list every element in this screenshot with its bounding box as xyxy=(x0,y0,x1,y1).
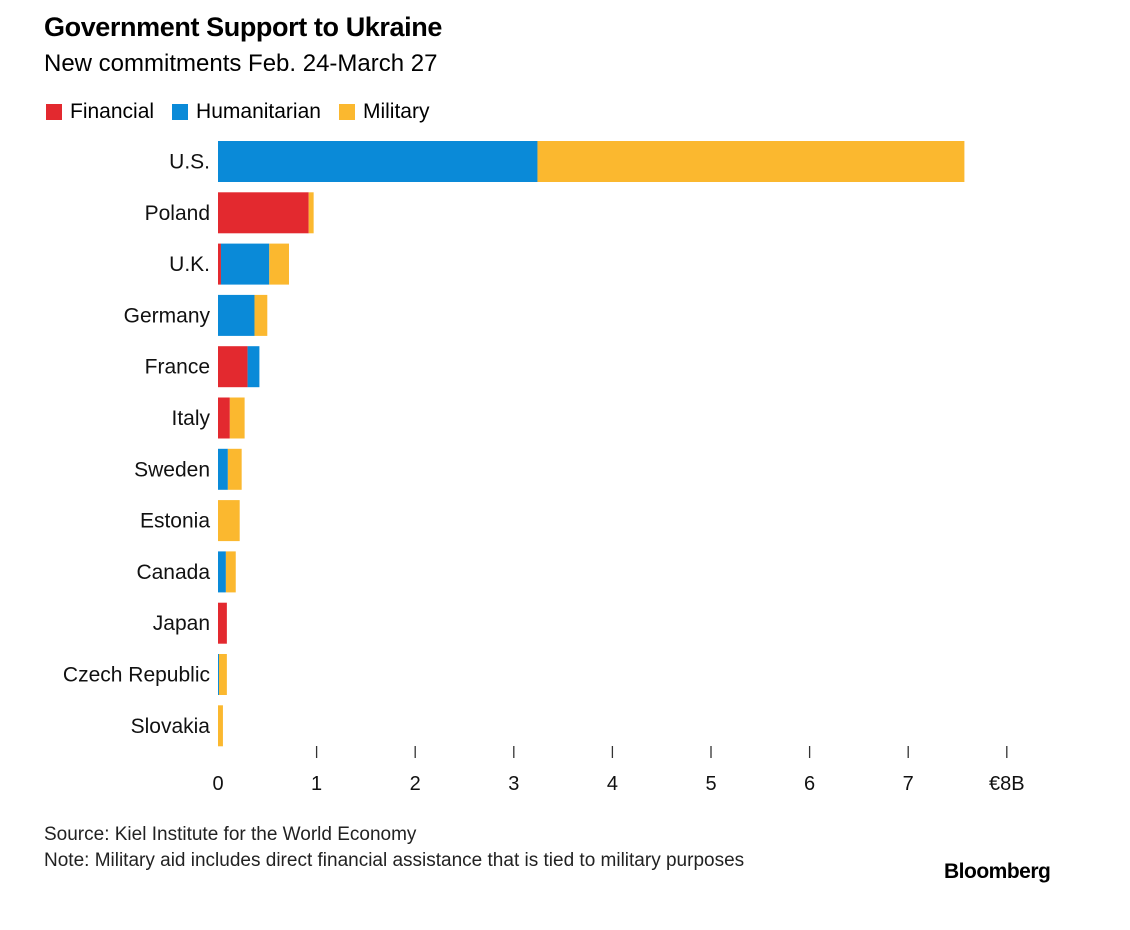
bar-u-s-military xyxy=(537,141,965,182)
bar-sweden-humanitarian xyxy=(218,448,228,490)
legend-label-humanitarian: Humanitarian xyxy=(196,100,321,123)
bar-poland-military xyxy=(308,192,314,234)
legend-item-humanitarian: Humanitarian xyxy=(172,100,321,124)
x-tick-label-1: 1 xyxy=(311,773,322,795)
bar-canada-military xyxy=(225,551,236,593)
category-label-italy: Italy xyxy=(171,407,210,430)
legend-label-financial: Financial xyxy=(70,100,155,123)
category-label-canada: Canada xyxy=(136,561,210,584)
legend-item-financial: Financial xyxy=(46,100,154,124)
category-label-poland: Poland xyxy=(145,202,210,225)
category-label-sweden: Sweden xyxy=(134,458,210,481)
bar-slovakia-military xyxy=(218,705,223,747)
legend-label-military: Military xyxy=(362,100,430,123)
category-label-estonia: Estonia xyxy=(140,510,210,533)
x-tick-label-0: 0 xyxy=(212,773,223,795)
x-tick-label-2: 2 xyxy=(410,773,421,795)
x-tick-label-3: 3 xyxy=(508,773,519,795)
bar-u-k-financial xyxy=(218,243,221,285)
bar-u-k-humanitarian xyxy=(220,243,270,285)
category-label-slovakia: Slovakia xyxy=(131,715,211,738)
legend: Financial Humanitarian Military xyxy=(46,100,447,124)
x-tick-label-8: €8B xyxy=(989,773,1025,795)
legend-swatch-humanitarian xyxy=(172,104,189,120)
bloomberg-logo: Bloomberg xyxy=(944,860,1051,883)
chart-subtitle: New commitments Feb. 24-March 27 xyxy=(44,50,438,77)
bar-poland-financial xyxy=(218,192,309,234)
source-note: Source: Kiel Institute for the World Eco… xyxy=(44,824,417,845)
x-tick-label-5: 5 xyxy=(705,773,716,795)
bar-france-financial xyxy=(218,346,248,388)
legend-item-military: Military xyxy=(338,100,430,124)
x-tick-label-6: 6 xyxy=(804,773,815,795)
bar-france-humanitarian xyxy=(247,346,260,388)
footnote: Note: Military aid includes direct finan… xyxy=(44,850,745,871)
bar-italy-military xyxy=(229,397,245,439)
bar-canada-humanitarian xyxy=(218,551,226,593)
bar-u-s-humanitarian xyxy=(218,141,538,182)
bar-germany-military xyxy=(254,294,268,336)
category-label-france: France xyxy=(145,356,210,379)
bar-italy-financial xyxy=(218,397,230,439)
category-label-u-k: U.K. xyxy=(169,253,210,276)
x-tick-label-4: 4 xyxy=(607,773,618,795)
bar-u-k-military xyxy=(269,243,289,285)
bar-czech-republic-humanitarian xyxy=(218,654,219,695)
category-label-japan: Japan xyxy=(153,612,210,635)
category-label-u-s: U.S. xyxy=(169,151,210,174)
category-label-czech-republic: Czech Republic xyxy=(63,664,210,687)
legend-swatch-financial xyxy=(46,104,62,120)
category-label-germany: Germany xyxy=(124,304,211,327)
legend-swatch-military xyxy=(338,104,355,120)
bar-estonia-military xyxy=(218,500,240,542)
x-tick-label-7: 7 xyxy=(903,773,914,795)
bar-germany-humanitarian xyxy=(218,294,255,336)
chart-title: Government Support to Ukraine xyxy=(44,12,442,42)
bar-chart: U.S. Poland U.K. Germany France Italy Sweden Es… xyxy=(63,141,1025,795)
bar-japan-financial xyxy=(218,602,227,644)
bar-sweden-military xyxy=(227,448,242,490)
bar-czech-republic-military xyxy=(218,654,227,695)
